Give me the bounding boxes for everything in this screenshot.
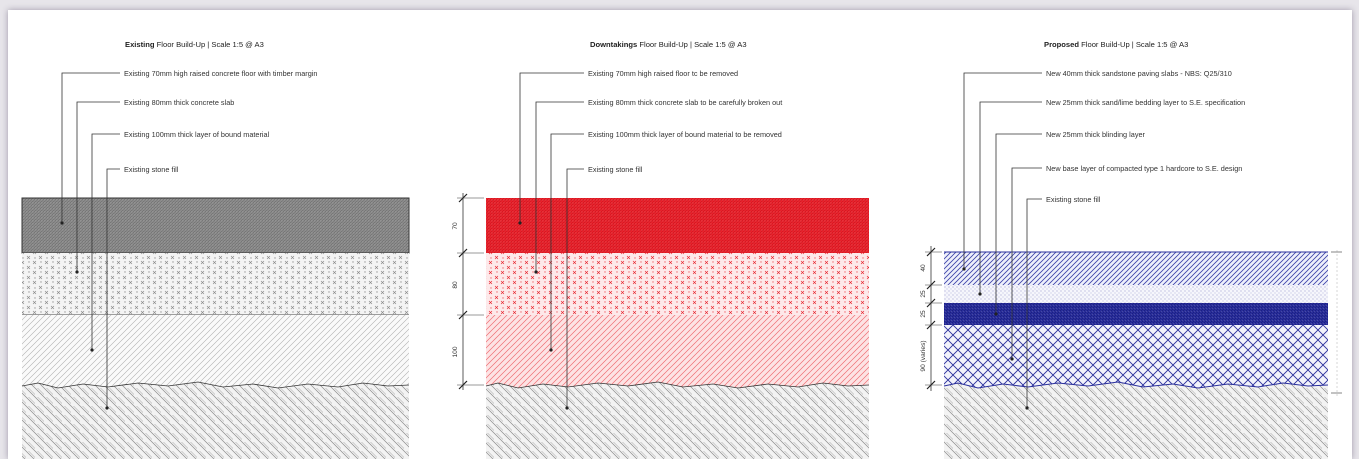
proposed-label-bedding: New 25mm thick sand/lime bedding layer t…	[1046, 98, 1245, 107]
existing-panel: Existing Floor Build-Up | Scale 1:5 @ A3…	[21, 40, 410, 459]
existing-title: Existing Floor Build-Up | Scale 1:5 @ A3	[125, 40, 264, 49]
proposed-layers	[943, 251, 1329, 459]
proposed-hardcore-layer	[944, 325, 1328, 388]
proposed-dim-25-blinding: 25	[920, 310, 927, 318]
downtakings-title: Downtakings Floor Build-Up | Scale 1:5 @…	[590, 40, 747, 49]
downtakings-panel: Downtakings Floor Build-Up | Scale 1:5 @…	[452, 40, 870, 459]
existing-label-stone-fill: Existing stone fill	[124, 165, 179, 174]
downtakings-layers	[485, 198, 870, 459]
downtakings-bound-material-layer	[486, 315, 869, 388]
existing-leader-lines	[60, 72, 120, 410]
downtakings-dim-70: 70	[452, 222, 459, 230]
floor-build-up-drawing: Existing Floor Build-Up | Scale 1:5 @ A3…	[21, 40, 1342, 459]
existing-label-bound-material: Existing 100mm thick layer of bound mate…	[124, 130, 270, 139]
existing-label-raised-floor: Existing 70mm high raised concrete floor…	[124, 69, 317, 78]
existing-stone-fill-layer	[22, 382, 409, 459]
drawing-sheet: Existing Floor Build-Up | Scale 1:5 @ A3…	[8, 10, 1352, 459]
downtakings-dim-80: 80	[452, 281, 459, 289]
downtakings-concrete-slab-layer	[486, 253, 869, 315]
proposed-dim-90-varies: 90 (varies)	[920, 340, 927, 371]
proposed-title: Proposed Floor Build-Up | Scale 1:5 @ A3	[1044, 40, 1188, 49]
existing-concrete-slab-layer	[22, 253, 409, 315]
proposed-dimension-line: 40 25 25 90 (varies)	[920, 246, 1342, 396]
proposed-dim-40: 40	[920, 264, 927, 272]
existing-layers	[21, 197, 410, 459]
proposed-label-hardcore: New base layer of compacted type 1 hardc…	[1046, 164, 1242, 173]
existing-bound-material-layer	[22, 315, 409, 388]
proposed-paving-layer	[944, 252, 1328, 285]
downtakings-label-bound-material: Existing 100mm thick layer of bound mate…	[588, 130, 782, 139]
proposed-stone-fill-layer	[944, 382, 1328, 459]
downtakings-leader-lines	[518, 72, 584, 410]
downtakings-label-stone-fill: Existing stone fill	[588, 165, 643, 174]
proposed-label-stone-fill: Existing stone fill	[1046, 195, 1101, 204]
proposed-label-blinding: New 25mm thick blinding layer	[1046, 130, 1146, 139]
proposed-leader-lines	[962, 72, 1042, 410]
downtakings-dimension-line: 70 80 100	[452, 193, 484, 390]
proposed-blinding-layer	[944, 303, 1328, 325]
downtakings-label-concrete-slab: Existing 80mm thick concrete slab to be …	[588, 98, 782, 107]
downtakings-label-raised-floor: Existing 70mm high raised floor tc be re…	[588, 69, 738, 78]
downtakings-raised-floor-layer	[486, 198, 869, 253]
existing-concrete-floor-layer	[21, 197, 410, 254]
downtakings-dim-100: 100	[452, 346, 459, 357]
proposed-bedding-layer	[944, 285, 1328, 303]
proposed-panel: Proposed Floor Build-Up | Scale 1:5 @ A3…	[920, 40, 1342, 459]
proposed-dim-25-bedding: 25	[920, 290, 927, 298]
existing-label-concrete-slab: Existing 80mm thick concrete slab	[124, 98, 234, 107]
proposed-label-paving: New 40mm thick sandstone paving slabs - …	[1046, 69, 1232, 78]
downtakings-stone-fill-layer	[486, 382, 869, 459]
